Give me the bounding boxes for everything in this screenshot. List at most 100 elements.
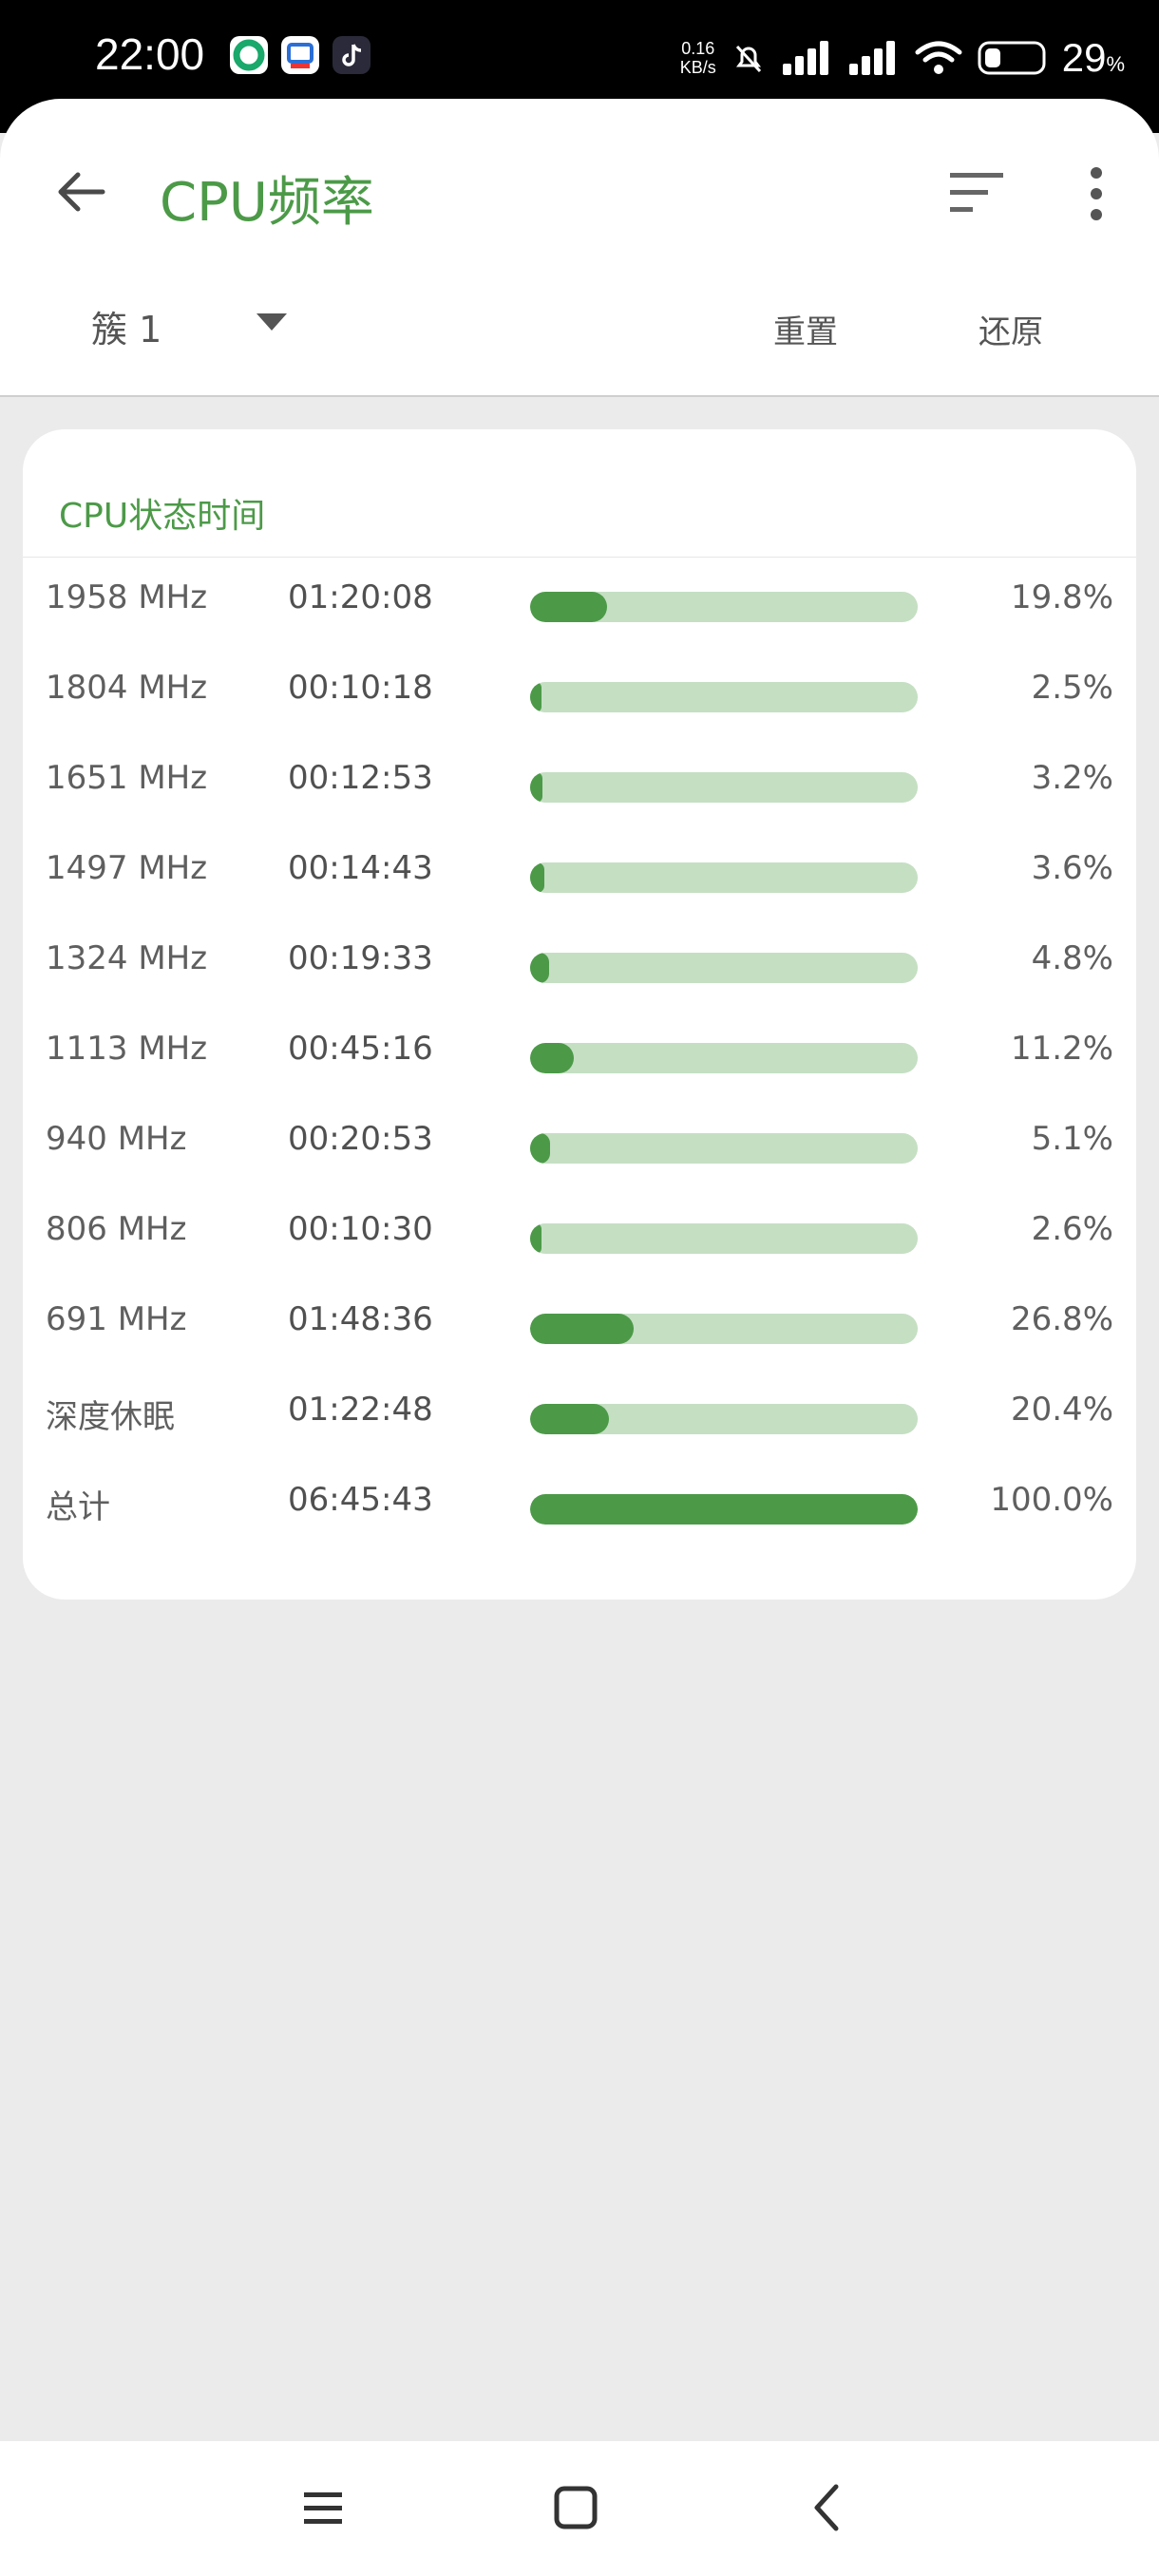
state-row: 1958 MHz 01:20:08 19.8% (23, 559, 1136, 650)
more-vert-icon (1091, 167, 1102, 220)
battery-percent: 29% (1061, 35, 1125, 80)
state-percent: 26.8% (1010, 1300, 1113, 1338)
state-row: 总计 06:45:43 100.0% (23, 1462, 1136, 1552)
signal-icon (782, 41, 828, 75)
state-row: 1497 MHz 00:14:43 3.6% (23, 830, 1136, 920)
state-progress-bar (530, 1314, 918, 1344)
cpu-state-card: CPU状态时间 1958 MHz 01:20:08 19.8% 1804 MHz 00:… (23, 429, 1136, 1600)
state-progress-fill (530, 1133, 550, 1164)
battery-icon (978, 41, 1046, 75)
state-frequency: 940 MHz (46, 1120, 187, 1158)
sort-button[interactable] (942, 167, 1011, 220)
state-frequency: 总计 (46, 1488, 110, 1526)
net-speed-unit: KB/s (679, 58, 716, 77)
state-progress-fill (530, 592, 607, 622)
state-progress-bar (530, 592, 918, 622)
state-frequency: 1958 MHz (46, 578, 208, 616)
arrow-left-icon (58, 172, 105, 212)
state-progress-bar (530, 862, 918, 893)
status-right: 0.16 KB/s 29% (680, 25, 1125, 91)
state-progress-fill (530, 862, 544, 893)
state-percent: 100.0% (990, 1481, 1113, 1519)
state-percent: 2.5% (1031, 669, 1113, 707)
back-chevron-icon (814, 2484, 839, 2531)
back-nav-button[interactable] (794, 2473, 863, 2542)
state-progress-fill (530, 1404, 610, 1434)
state-time: 00:20:53 (288, 1120, 433, 1158)
state-progress-fill (530, 1043, 574, 1073)
state-row: 1804 MHz 00:10:18 2.5% (23, 650, 1136, 740)
state-frequency: 1113 MHz (46, 1030, 208, 1068)
state-progress-fill (530, 682, 542, 712)
page-title: CPU频率 (160, 172, 374, 234)
state-row: 1113 MHz 00:45:16 11.2% (23, 1011, 1136, 1101)
home-button[interactable] (542, 2473, 610, 2542)
state-progress-fill (530, 1223, 542, 1254)
net-speed: 0.16 KB/s (680, 39, 716, 77)
sort-icon (950, 173, 1003, 212)
state-progress-fill (530, 1494, 918, 1525)
restore-button[interactable]: 还原 (978, 313, 1043, 351)
home-icon (554, 2486, 598, 2529)
state-frequency: 1497 MHz (46, 849, 208, 887)
state-time: 00:10:30 (288, 1210, 433, 1248)
state-progress-fill (530, 953, 549, 983)
status-time: 22:00 (95, 29, 205, 79)
state-time: 00:19:33 (288, 939, 433, 977)
wifi-icon (915, 41, 962, 74)
state-frequency: 1651 MHz (46, 759, 208, 797)
state-row: 深度休眠 01:22:48 20.4% (23, 1372, 1136, 1462)
navigation-bar (0, 2441, 1159, 2576)
state-time: 00:10:18 (288, 669, 433, 707)
card-header: CPU状态时间 (23, 429, 1136, 558)
state-progress-bar (530, 772, 918, 803)
state-time: 00:45:16 (288, 1030, 433, 1068)
state-progress-bar (530, 1404, 918, 1434)
state-frequency: 深度休眠 (46, 1398, 175, 1436)
state-progress-bar (530, 682, 918, 712)
state-progress-bar (530, 1223, 918, 1254)
state-progress-fill (530, 772, 543, 803)
state-percent: 2.6% (1031, 1210, 1113, 1248)
more-options-button[interactable] (1070, 160, 1123, 228)
state-row: 1651 MHz 00:12:53 3.2% (23, 740, 1136, 830)
net-speed-value: 0.16 (681, 39, 715, 58)
app-icon-blue (281, 36, 319, 74)
app-header: CPU频率 簇 1 重置 还原 (0, 99, 1159, 397)
state-time: 00:12:53 (288, 759, 433, 797)
state-progress-bar (530, 1043, 918, 1073)
mute-icon (735, 45, 761, 73)
state-time: 01:22:48 (288, 1391, 433, 1429)
state-row: 691 MHz 01:48:36 26.8% (23, 1281, 1136, 1372)
reset-button[interactable]: 重置 (773, 313, 838, 351)
state-time: 01:20:08 (288, 578, 433, 616)
state-frequency: 1804 MHz (46, 669, 208, 707)
state-time: 00:14:43 (288, 849, 433, 887)
state-percent: 3.2% (1031, 759, 1113, 797)
card-title: CPU状态时间 (59, 497, 266, 536)
state-progress-bar (530, 1494, 918, 1525)
state-frequency: 806 MHz (46, 1210, 187, 1248)
state-frequency: 691 MHz (46, 1300, 187, 1338)
state-row: 1324 MHz 00:19:33 4.8% (23, 920, 1136, 1011)
state-percent: 3.6% (1031, 849, 1113, 887)
state-percent: 11.2% (1010, 1030, 1113, 1068)
dropdown-arrow-icon (256, 313, 287, 331)
recent-apps-button[interactable] (289, 2473, 357, 2542)
cluster-label: 簇 1 (91, 309, 162, 350)
state-progress-bar (530, 1133, 918, 1164)
signal-icon (848, 41, 895, 75)
state-frequency: 1324 MHz (46, 939, 208, 977)
app-icon-green (230, 36, 268, 74)
state-row: 940 MHz 00:20:53 5.1% (23, 1101, 1136, 1191)
state-time: 01:48:36 (288, 1300, 433, 1338)
tiktok-icon (332, 36, 370, 74)
state-percent: 19.8% (1010, 578, 1113, 616)
state-row: 806 MHz 00:10:30 2.6% (23, 1191, 1136, 1281)
menu-icon (304, 2492, 342, 2524)
back-button[interactable] (48, 158, 116, 226)
state-percent: 20.4% (1010, 1391, 1113, 1429)
state-percent: 4.8% (1031, 939, 1113, 977)
state-time: 06:45:43 (288, 1481, 433, 1519)
state-progress-fill (530, 1314, 635, 1344)
